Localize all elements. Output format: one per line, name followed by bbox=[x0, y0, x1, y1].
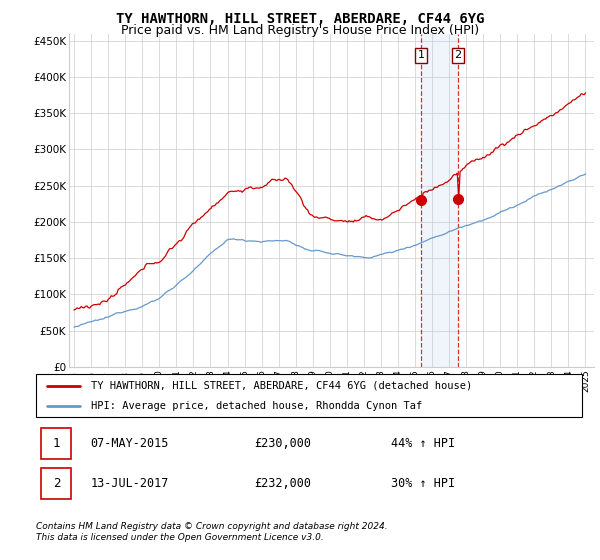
Text: 1: 1 bbox=[53, 437, 60, 450]
Bar bbox=[41, 468, 71, 499]
Text: 1: 1 bbox=[418, 50, 424, 60]
Text: 2: 2 bbox=[455, 50, 462, 60]
Bar bbox=[421, 34, 458, 367]
Text: 2: 2 bbox=[53, 477, 60, 490]
Text: 13-JUL-2017: 13-JUL-2017 bbox=[91, 477, 169, 490]
Text: 07-MAY-2015: 07-MAY-2015 bbox=[91, 437, 169, 450]
Text: 30% ↑ HPI: 30% ↑ HPI bbox=[391, 477, 455, 490]
Text: HPI: Average price, detached house, Rhondda Cynon Taf: HPI: Average price, detached house, Rhon… bbox=[91, 402, 422, 411]
Text: TY HAWTHORN, HILL STREET, ABERDARE, CF44 6YG (detached house): TY HAWTHORN, HILL STREET, ABERDARE, CF44… bbox=[91, 381, 472, 391]
Text: This data is licensed under the Open Government Licence v3.0.: This data is licensed under the Open Gov… bbox=[36, 533, 324, 542]
Text: Price paid vs. HM Land Registry's House Price Index (HPI): Price paid vs. HM Land Registry's House … bbox=[121, 24, 479, 36]
Text: TY HAWTHORN, HILL STREET, ABERDARE, CF44 6YG: TY HAWTHORN, HILL STREET, ABERDARE, CF44… bbox=[116, 12, 484, 26]
Bar bbox=[41, 428, 71, 459]
Text: £230,000: £230,000 bbox=[254, 437, 311, 450]
Text: £232,000: £232,000 bbox=[254, 477, 311, 490]
Text: Contains HM Land Registry data © Crown copyright and database right 2024.: Contains HM Land Registry data © Crown c… bbox=[36, 522, 388, 531]
Text: 44% ↑ HPI: 44% ↑ HPI bbox=[391, 437, 455, 450]
